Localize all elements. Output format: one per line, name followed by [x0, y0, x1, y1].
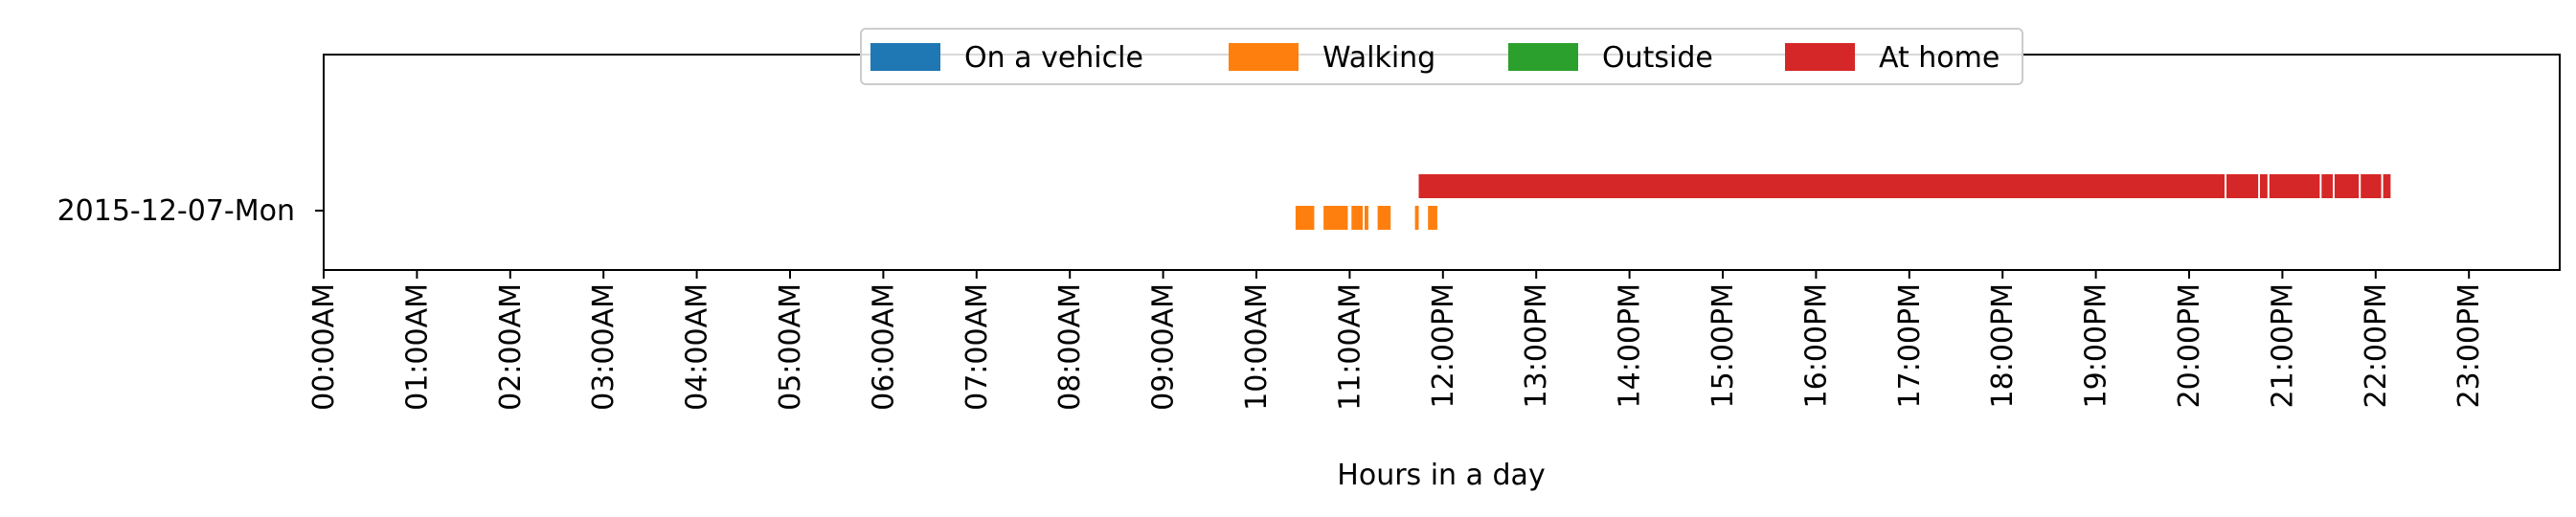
x-tick-label-09-00am: 09:00AM: [1147, 283, 1181, 411]
legend-label-walking: Walking: [1322, 41, 1435, 75]
at-home-bar-3: [2260, 174, 2268, 198]
x-tick-label-04-00am: 04:00AM: [681, 283, 714, 411]
x-tick-label-13-00pm: 13:00PM: [1520, 283, 1553, 408]
walking-bar-4: [1365, 206, 1368, 230]
x-tick-label-15-00pm: 15:00PM: [1706, 283, 1740, 408]
legend-label-outside: Outside: [1602, 41, 1713, 75]
x-tick-label-05-00am: 05:00AM: [774, 283, 807, 411]
walking-bar-2: [1323, 206, 1348, 230]
at-home-bar-2: [2226, 174, 2259, 198]
at-home-bar-4: [2269, 174, 2320, 198]
x-tick-label-03-00am: 03:00AM: [587, 283, 621, 411]
at-home-bar-8: [2383, 174, 2391, 198]
legend-swatch-walking: [1229, 43, 1299, 71]
legend-swatch-outside: [1508, 43, 1578, 71]
x-axis-label: Hours in a day: [1337, 459, 1545, 492]
x-tick-label-22-00pm: 22:00PM: [2360, 283, 2393, 408]
x-tick-label-19-00pm: 19:00PM: [2080, 283, 2113, 408]
x-tick-label-07-00am: 07:00AM: [960, 283, 994, 411]
walking-bar-1: [1295, 206, 1315, 230]
x-tick-label-16-00pm: 16:00PM: [1799, 283, 1833, 408]
x-tick-label-01-00am: 01:00AM: [400, 283, 434, 411]
x-axis: 00:00AM 01:00AM 02:00AM 03:00AM 04:00AM 05:00…: [307, 270, 2486, 411]
x-tick-label-18-00pm: 18:00PM: [1986, 283, 2020, 408]
legend-label-at-home: At home: [1879, 41, 2000, 75]
x-tick-label-21-00pm: 21:00PM: [2266, 283, 2299, 408]
y-tick-label-2015-12-07-mon: 2015-12-07-Mon: [57, 194, 295, 228]
x-tick-label-20-00pm: 20:00PM: [2173, 283, 2206, 408]
x-tick-label-02-00am: 02:00AM: [494, 283, 528, 411]
at-home-bar-5: [2321, 174, 2333, 198]
x-tick-label-14-00pm: 14:00PM: [1614, 283, 1647, 408]
x-tick-label-06-00am: 06:00AM: [867, 283, 900, 411]
legend: On a vehicle Walking Outside At home: [860, 28, 2023, 85]
legend-label-on-a-vehicle: On a vehicle: [964, 41, 1143, 75]
walking-bar-3: [1351, 206, 1363, 230]
x-tick-label-17-00pm: 17:00PM: [1893, 283, 1927, 408]
y-axis: 2015-12-07-Mon: [57, 194, 324, 228]
x-tick-label-10-00am: 10:00AM: [1240, 283, 1274, 411]
x-tick-label-00-00am: 00:00AM: [307, 283, 341, 411]
walking-bar-7: [1428, 206, 1437, 230]
walking-bar-6: [1414, 206, 1419, 230]
x-tick-label-23-00pm: 23:00PM: [2452, 283, 2486, 408]
walking-bar-5: [1377, 206, 1391, 230]
legend-swatch-at-home: [1785, 43, 1855, 71]
at-home-bar-7: [2361, 174, 2382, 198]
at-home-bar-6: [2334, 174, 2360, 198]
x-tick-label-08-00am: 08:00AM: [1053, 283, 1087, 411]
legend-box: [860, 28, 2023, 85]
x-tick-label-11-00am: 11:00AM: [1333, 283, 1367, 411]
x-tick-label-12-00pm: 12:00PM: [1427, 283, 1460, 408]
at-home-bar-1: [1418, 174, 2225, 198]
legend-swatch-on-a-vehicle: [870, 43, 940, 71]
bars-layer: [1295, 174, 2391, 230]
